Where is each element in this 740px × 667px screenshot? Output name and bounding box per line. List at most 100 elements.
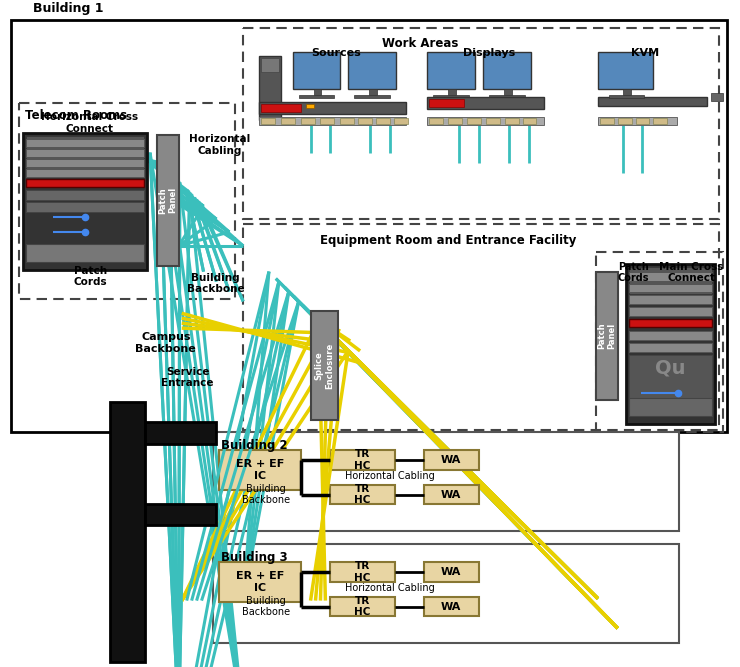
Bar: [299, 95, 334, 98]
Bar: [628, 355, 712, 404]
Bar: [394, 118, 408, 124]
Bar: [448, 118, 462, 124]
Text: Patch
Panel: Patch Panel: [158, 187, 178, 213]
Bar: [636, 118, 650, 124]
Bar: [26, 159, 144, 167]
Bar: [26, 244, 144, 261]
Text: Building 2: Building 2: [221, 439, 288, 452]
Text: Splice
Enclosure: Splice Enclosure: [314, 343, 334, 389]
Text: TR
HC: TR HC: [354, 596, 370, 618]
Text: TR
HC: TR HC: [354, 561, 370, 583]
Bar: [425, 450, 479, 470]
Bar: [358, 118, 372, 124]
Bar: [628, 307, 712, 316]
Bar: [26, 139, 144, 147]
Bar: [330, 450, 394, 470]
Text: ER + EF
IC: ER + EF IC: [236, 459, 284, 481]
Bar: [428, 117, 545, 125]
Text: Patch
Cords: Patch Cords: [74, 265, 107, 287]
Text: Horizontal Cross
Connect: Horizontal Cross Connect: [41, 112, 138, 134]
Bar: [259, 117, 406, 125]
Bar: [425, 562, 479, 582]
Bar: [311, 311, 338, 420]
Bar: [26, 169, 144, 177]
Bar: [622, 89, 630, 95]
Text: Horizontal
Cabling: Horizontal Cabling: [189, 134, 250, 155]
Text: TR
HC: TR HC: [354, 484, 370, 506]
Bar: [369, 89, 377, 95]
Text: KVM: KVM: [631, 47, 659, 57]
Bar: [243, 28, 719, 219]
Bar: [628, 267, 712, 294]
Bar: [429, 99, 464, 107]
Bar: [219, 450, 300, 490]
Bar: [653, 118, 667, 124]
Bar: [23, 133, 147, 269]
Bar: [314, 89, 321, 95]
Text: Qu: Qu: [655, 358, 685, 378]
Bar: [349, 51, 396, 89]
Bar: [598, 117, 677, 125]
Bar: [428, 51, 475, 89]
Bar: [596, 252, 723, 432]
Bar: [428, 97, 545, 109]
Bar: [628, 331, 712, 340]
Bar: [429, 118, 443, 124]
Bar: [157, 135, 179, 265]
Bar: [598, 51, 653, 89]
Bar: [628, 398, 712, 416]
Bar: [26, 190, 144, 200]
Bar: [306, 104, 314, 108]
Bar: [598, 97, 707, 106]
Text: Equipment Room and Entrance Facility: Equipment Room and Entrance Facility: [320, 234, 577, 247]
Bar: [280, 118, 295, 124]
Bar: [628, 271, 712, 281]
Text: Work Areas: Work Areas: [382, 37, 458, 50]
Bar: [505, 118, 519, 124]
Bar: [448, 89, 456, 95]
Text: Horizontal Cabling: Horizontal Cabling: [345, 471, 434, 481]
Text: Service
Entrance: Service Entrance: [161, 367, 214, 388]
Bar: [618, 118, 632, 124]
Bar: [320, 118, 334, 124]
Text: ER + EF
IC: ER + EF IC: [236, 571, 284, 592]
Bar: [628, 319, 712, 327]
Bar: [596, 271, 618, 400]
Bar: [330, 597, 394, 616]
Bar: [628, 343, 712, 352]
Bar: [300, 118, 314, 124]
Bar: [625, 263, 715, 424]
Bar: [213, 432, 679, 531]
Text: Building 3: Building 3: [221, 551, 288, 564]
Text: TR
HC: TR HC: [354, 449, 370, 471]
Text: Building
Backbone: Building Backbone: [186, 273, 244, 294]
Bar: [26, 202, 144, 212]
Bar: [504, 89, 511, 95]
Bar: [145, 504, 216, 526]
Bar: [330, 485, 394, 504]
Text: WA: WA: [441, 455, 462, 465]
Bar: [145, 422, 216, 444]
Text: Telecom Rooms: Telecom Rooms: [25, 109, 127, 122]
Bar: [628, 283, 712, 292]
Text: Main Cross
Connect: Main Cross Connect: [659, 261, 723, 283]
Bar: [483, 51, 531, 89]
Bar: [110, 402, 145, 662]
Bar: [425, 597, 479, 616]
Text: Patch
Cords: Patch Cords: [618, 261, 649, 283]
Text: Campus
Backbone: Campus Backbone: [135, 332, 196, 354]
Bar: [261, 57, 279, 73]
Bar: [19, 103, 235, 299]
Text: Patch
Panel: Patch Panel: [597, 323, 616, 350]
Bar: [628, 295, 712, 304]
Text: WA: WA: [441, 602, 462, 612]
Bar: [261, 104, 300, 112]
Bar: [26, 136, 144, 175]
Bar: [354, 95, 390, 98]
Bar: [213, 544, 679, 643]
Bar: [711, 93, 723, 101]
Bar: [489, 95, 525, 98]
Text: Building 1: Building 1: [33, 2, 104, 15]
Bar: [609, 95, 645, 98]
Bar: [219, 562, 300, 602]
